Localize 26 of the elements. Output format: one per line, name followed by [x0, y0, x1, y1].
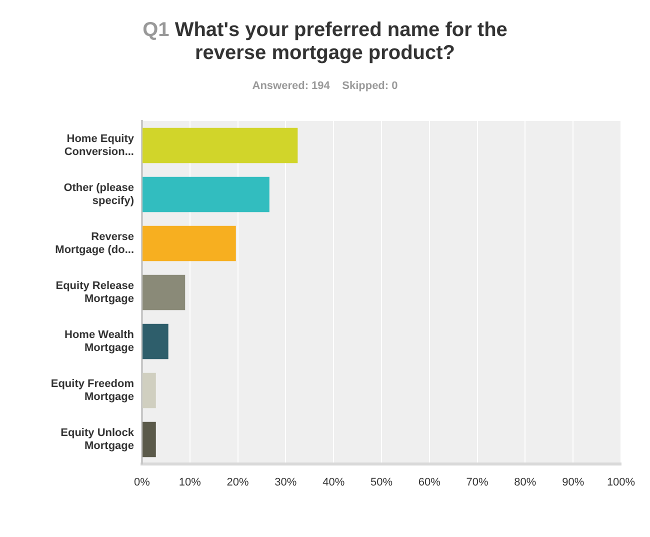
y-tick-label: Equity Unlock Mortgage — [60, 427, 135, 452]
x-tick-label: 10% — [178, 476, 202, 489]
bar — [142, 324, 168, 360]
x-tick-label: 20% — [226, 476, 250, 489]
x-tick-label: 70% — [466, 476, 489, 489]
bar — [142, 274, 186, 310]
x-tick-label: 40% — [322, 476, 345, 489]
x-tick-label: 30% — [274, 476, 297, 489]
x-tick-label: 100% — [606, 476, 636, 489]
bar — [142, 226, 236, 262]
y-tick-label: Equity Release Mortgage — [56, 280, 134, 306]
x-tick-label: 50% — [370, 476, 393, 489]
bar — [142, 422, 156, 458]
y-tick-label: Equity Freedom Mortgage — [50, 378, 134, 404]
bar — [142, 128, 298, 164]
y-tick-label: Other (please specify) — [64, 182, 134, 208]
x-tick-label: 90% — [562, 476, 584, 489]
bar — [142, 176, 270, 212]
x-tick-label: 60% — [418, 476, 441, 489]
y-tick-label: Home Equity Conversion... — [64, 133, 135, 158]
y-tick-label: Reverse Mortgage (do... — [55, 231, 134, 256]
chart-title: Q1 What's your preferred name for the reverse mortgage product? — [142, 19, 508, 64]
y-tick-label: Home Wealth Mortgage — [64, 329, 134, 354]
chart-subtitle: Answered: 194 Skipped: 0 — [251, 80, 399, 92]
x-tick-label: 80% — [514, 476, 536, 489]
x-tick-label: 0% — [134, 476, 150, 489]
